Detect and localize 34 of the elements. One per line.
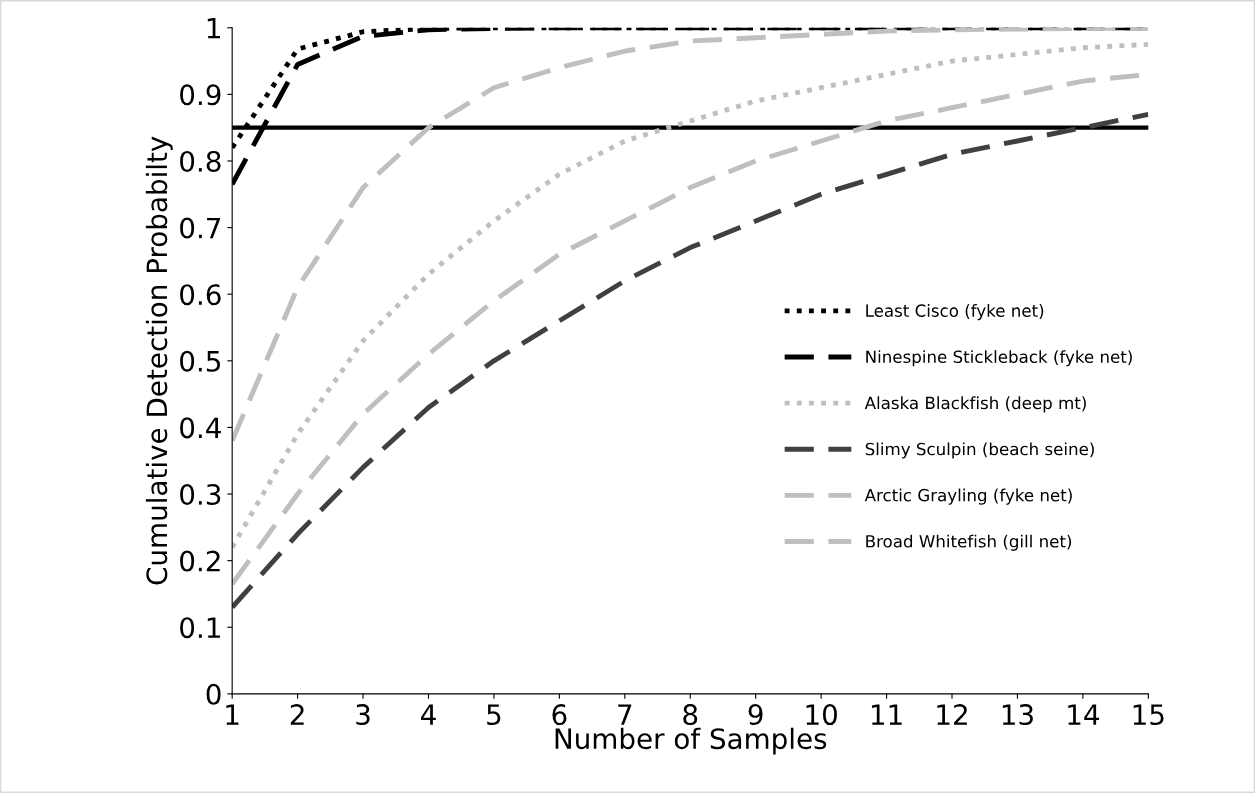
legend-label: Ninespine Stickleback (fyke net) [866,350,1132,367]
legend-label: Alaska Blackfish (deep mt) [864,396,1086,413]
x-tick-label: 9 [748,704,763,726]
x-tick-label: 15 [1133,704,1164,726]
y-tick-label: 0.2 [180,550,220,572]
legend-label: Slimy Sculpin (beach seine) [865,442,1094,459]
y-tick-label: 0.4 [180,417,221,439]
legend-label: Least Cisco (fyke net) [866,304,1044,321]
x-tick-label: 11 [871,704,902,725]
y-tick-label: 0.1 [180,617,220,639]
y-tick-label: 0 [206,683,221,705]
legend-label: Broad Whitefish (gill net) [866,534,1072,551]
x-tick-label: 3 [356,704,370,726]
x-tick-label: 10 [806,704,837,726]
x-tick-label: 12 [937,704,967,725]
y-tick-label: 0.6 [180,284,221,306]
legend-label: Arctic Grayling (fyke net) [864,488,1072,505]
x-tick-label: 2 [290,704,304,725]
x-tick-label: 7 [618,704,632,725]
x-tick-label: 4 [421,704,436,725]
x-tick-label: 6 [552,704,567,726]
y-tick-label: 1 [207,18,220,39]
x-axis-title: Number of Samples [555,727,827,755]
x-tick-label: 1 [226,704,239,725]
y-axis-title: Cumulative Detection Probabilty [145,136,173,585]
x-tick-label: 13 [1002,704,1033,726]
y-tick-label: 0.9 [180,84,221,106]
x-tick-label: 8 [683,704,698,726]
x-tick-label: 14 [1068,704,1099,725]
y-tick-label: 0.7 [180,217,221,239]
y-tick-label: 0.5 [180,350,221,372]
x-tick-label: 5 [487,704,501,726]
y-tick-label: 0.8 [180,150,221,172]
y-tick-label: 0.3 [180,483,221,505]
